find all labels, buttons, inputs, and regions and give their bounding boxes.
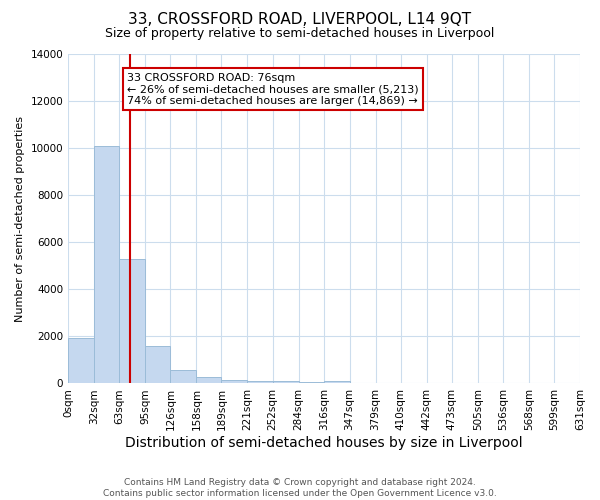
Text: Size of property relative to semi-detached houses in Liverpool: Size of property relative to semi-detach… — [106, 28, 494, 40]
Bar — [145, 346, 170, 384]
Bar — [196, 376, 221, 384]
Bar — [170, 370, 196, 384]
Bar — [119, 258, 145, 384]
Text: 33 CROSSFORD ROAD: 76sqm
← 26% of semi-detached houses are smaller (5,213)
74% o: 33 CROSSFORD ROAD: 76sqm ← 26% of semi-d… — [127, 73, 419, 106]
Bar — [247, 380, 272, 384]
Bar — [299, 382, 325, 384]
Bar — [272, 381, 299, 384]
Text: 33, CROSSFORD ROAD, LIVERPOOL, L14 9QT: 33, CROSSFORD ROAD, LIVERPOOL, L14 9QT — [128, 12, 472, 28]
X-axis label: Distribution of semi-detached houses by size in Liverpool: Distribution of semi-detached houses by … — [125, 436, 523, 450]
Bar — [221, 380, 247, 384]
Bar — [325, 381, 350, 384]
Bar — [68, 338, 94, 384]
Y-axis label: Number of semi-detached properties: Number of semi-detached properties — [15, 116, 25, 322]
Text: Contains HM Land Registry data © Crown copyright and database right 2024.
Contai: Contains HM Land Registry data © Crown c… — [103, 478, 497, 498]
Bar — [94, 146, 119, 384]
